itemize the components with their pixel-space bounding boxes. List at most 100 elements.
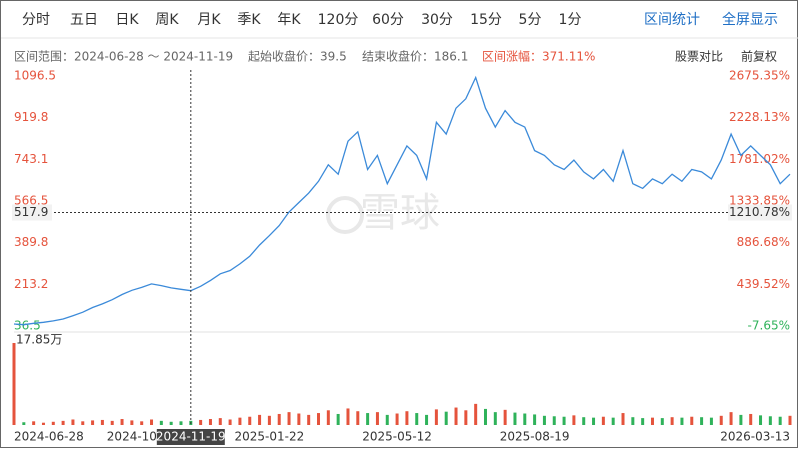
volume-bar <box>503 409 507 425</box>
volume-bar <box>366 413 370 425</box>
tab[interactable]: 分时 <box>22 12 50 28</box>
volume-bar <box>228 419 232 425</box>
volume-bar <box>150 419 154 425</box>
volume-bar <box>32 421 36 425</box>
tab[interactable]: 月K <box>197 12 221 28</box>
watermark: 雪球 <box>360 190 440 236</box>
tab[interactable]: 60分 <box>372 12 404 28</box>
volume-bar <box>307 414 311 425</box>
volume-bar <box>336 413 340 425</box>
tab[interactable]: 15分 <box>470 12 502 28</box>
y-tick-label: 1096.5 <box>14 69 56 83</box>
volume-bar <box>778 416 782 425</box>
volume-bar <box>670 417 674 425</box>
volume-bar <box>533 414 537 425</box>
volume-bar <box>346 408 350 425</box>
volume-bar <box>277 413 281 425</box>
crosshair-y2-box <box>728 204 792 221</box>
tab[interactable]: 5分 <box>519 12 542 28</box>
volume-bar <box>356 411 360 425</box>
volume-bar <box>582 417 586 425</box>
volume-bar <box>444 411 448 425</box>
volume-bar <box>130 420 134 425</box>
tab[interactable]: 五日 <box>70 12 98 28</box>
adjust-button[interactable]: 前复权 <box>741 49 777 64</box>
crosshair-y-box <box>12 204 52 221</box>
volume-bar <box>759 415 763 425</box>
volume-bar <box>768 416 772 425</box>
volume-bar <box>258 414 262 425</box>
volume-bar <box>592 417 596 425</box>
volume-bar <box>159 420 163 425</box>
volume-bar <box>110 420 114 425</box>
volume-bar <box>12 343 16 425</box>
end-price: 结束收盘价：186.1 <box>362 49 468 64</box>
volume-bar <box>690 416 694 425</box>
volume-bar <box>611 417 615 425</box>
volume-bar <box>287 412 291 425</box>
action-button[interactable]: 全屏显示 <box>722 11 778 28</box>
tab[interactable]: 30分 <box>421 12 453 28</box>
volume-bar <box>474 403 478 425</box>
y-tick-label: 566.5 <box>14 194 48 208</box>
volume-bar <box>719 415 723 425</box>
y2-tick-label: -7.65% <box>748 319 790 333</box>
crosshair-y-label: 517.9 <box>14 205 48 219</box>
x-tick-label: 2025-05-12 <box>362 430 432 444</box>
volume-bar <box>91 420 95 425</box>
volume-bar <box>562 416 566 425</box>
volume-bar <box>454 407 458 425</box>
volume-bar <box>41 422 45 425</box>
volume-bar <box>179 421 183 425</box>
volume-bar <box>51 421 55 425</box>
volume-bar <box>680 417 684 425</box>
tab[interactable]: 周K <box>155 12 179 28</box>
volume-bar <box>788 415 792 425</box>
volume-bar <box>523 413 527 425</box>
x-tick-label: 2025-08-19 <box>500 430 570 444</box>
range-text: 区间范围：2024-06-28 ～ 2024-11-19 <box>14 50 233 64</box>
volume-bar <box>297 413 301 425</box>
volume-bar <box>700 417 704 425</box>
tab[interactable]: 120分 <box>318 12 359 28</box>
volume-bar <box>169 421 173 425</box>
crosshair-x-box <box>156 429 225 445</box>
volume-bar <box>395 413 399 425</box>
volume-bar <box>552 416 556 425</box>
y-tick-label: 213.2 <box>14 277 48 291</box>
volume-bar <box>572 415 576 425</box>
volume-bar <box>601 416 605 425</box>
action-button[interactable]: 区间统计 <box>644 12 700 28</box>
volume-bar <box>100 419 104 425</box>
volume-bar <box>464 410 468 425</box>
tab[interactable]: 年K <box>277 12 301 28</box>
tab[interactable]: 1分 <box>559 12 582 28</box>
volume-bar <box>621 413 625 425</box>
volume-bar <box>650 417 654 425</box>
volume-bar <box>729 412 733 425</box>
volume-bar <box>120 419 124 425</box>
y2-tick-label: 2675.35% <box>729 69 790 83</box>
y-tick-label: 389.8 <box>14 235 48 249</box>
volume-bar <box>493 412 497 425</box>
volume-bar <box>415 413 419 425</box>
x-tick-label: 2025-01-22 <box>235 430 305 444</box>
volume-bar <box>375 412 379 425</box>
volume-bar <box>739 414 743 425</box>
compare-button[interactable]: 股票对比 <box>675 50 723 64</box>
tab[interactable]: 日K <box>115 12 139 28</box>
volume-bar <box>631 417 635 425</box>
volume-bar <box>208 419 212 425</box>
volume-bar <box>71 419 75 425</box>
volume-bar <box>709 417 713 425</box>
volume-bar <box>238 417 242 425</box>
x-tick-label: 2024-11-19 <box>156 430 226 444</box>
y-tick-label: 36.5 <box>14 319 41 333</box>
y2-tick-label: 2228.13% <box>729 110 790 124</box>
tab[interactable]: 季K <box>237 12 261 28</box>
volume-bar <box>425 414 429 425</box>
volume-bar <box>385 414 389 425</box>
